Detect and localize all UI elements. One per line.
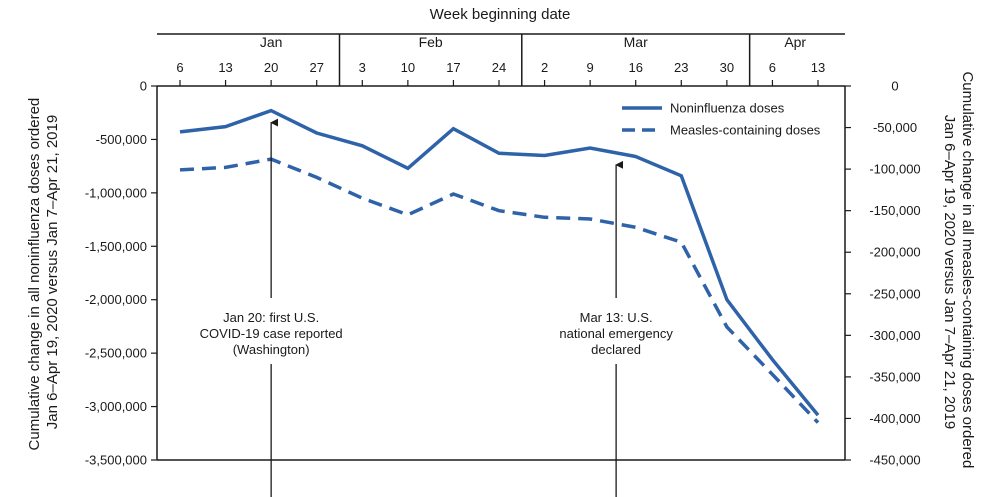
annotation-text: Mar 13: U.S. [580, 310, 653, 325]
month-label: Mar [624, 34, 648, 50]
month-label: Feb [419, 34, 443, 50]
left-axis-title: Cumulative change in all noninfluenza do… [26, 94, 61, 451]
x-tick-label: 24 [492, 60, 506, 75]
annotation-text: (Washington) [233, 342, 310, 357]
left-y-tick-label: -3,000,000 [85, 399, 147, 414]
x-tick-label: 10 [401, 60, 415, 75]
left-y-tick-label: -1,000,000 [85, 185, 147, 200]
right-y-tick-label: -100,000 [869, 162, 920, 177]
left-y-tick-label: -1,500,000 [85, 239, 147, 254]
right-y-tick-label: -400,000 [869, 411, 920, 426]
x-tick-label: 17 [446, 60, 460, 75]
legend-label: Noninfluenza doses [670, 101, 785, 116]
month-label: Apr [784, 34, 806, 50]
noninfluenza-doses-line [179, 108, 820, 417]
x-tick-label: 3 [359, 60, 366, 75]
x-tick-label: 9 [587, 60, 594, 75]
right-y-tick-label: -150,000 [869, 203, 920, 218]
left-axis-title-line-1: Cumulative change in all noninfluenza do… [26, 98, 43, 451]
annotation-text: declared [591, 342, 641, 357]
right-y-tick-label: -50,000 [873, 120, 917, 135]
x-tick-label: 6 [769, 60, 776, 75]
measles-containing-doses-line [179, 157, 820, 424]
x-tick-label: 30 [720, 60, 734, 75]
left-y-tick-label: 0 [140, 79, 147, 94]
x-tick-label: 16 [628, 60, 642, 75]
axes: 6 13 20 27 3 10 17 24 2 9 16 23 30 6 13 Jan Feb Mar Apr 0 -5… [85, 33, 921, 468]
x-tick-label: 13 [218, 60, 232, 75]
month-label: Jan [260, 34, 283, 50]
x-tick-label: 27 [309, 60, 323, 75]
annotation-text: Jan 20: first U.S. [223, 310, 319, 325]
series-layer [179, 108, 820, 424]
annotation-layer: Jan 20: first U.S.COVID-19 case reported… [200, 118, 673, 497]
right-y-tick-label: -300,000 [869, 328, 920, 343]
legend: Noninfluenza doses Measles-containing dos… [622, 101, 821, 138]
right-axis-title: Cumulative change in all measles-contain… [941, 71, 976, 472]
right-y-tick-label: -450,000 [869, 453, 920, 468]
left-y-tick-label: -2,500,000 [85, 346, 147, 361]
legend-label: Measles-containing doses [670, 123, 821, 138]
annotation-text: national emergency [559, 326, 673, 341]
x-axis-title: Week beginning date [430, 6, 571, 23]
right-y-tick-label: -200,000 [869, 245, 920, 260]
x-tick-label: 2 [541, 60, 548, 75]
x-tick-label: 6 [176, 60, 183, 75]
x-tick-label: 13 [811, 60, 825, 75]
right-axis-title-line-2: Jan 6–Apr 19, 2020 versus Jan 7–Apr 21, … [941, 115, 958, 429]
x-tick-label: 23 [674, 60, 688, 75]
right-y-tick-label: 0 [891, 79, 898, 94]
left-y-tick-label: -500,000 [96, 132, 147, 147]
left-y-tick-label: -3,500,000 [85, 453, 147, 468]
left-axis-title-line-2: Jan 6–Apr 19, 2020 versus Jan 7–Apr 21, … [44, 115, 61, 429]
right-axis-title-line-1: Cumulative change in all measles-contain… [959, 71, 976, 468]
x-tick-label: 20 [264, 60, 278, 75]
annotation-text: COVID-19 case reported [200, 326, 343, 341]
left-y-tick-label: -2,000,000 [85, 292, 147, 307]
right-y-tick-label: -250,000 [869, 286, 920, 301]
right-y-tick-label: -350,000 [869, 369, 920, 384]
